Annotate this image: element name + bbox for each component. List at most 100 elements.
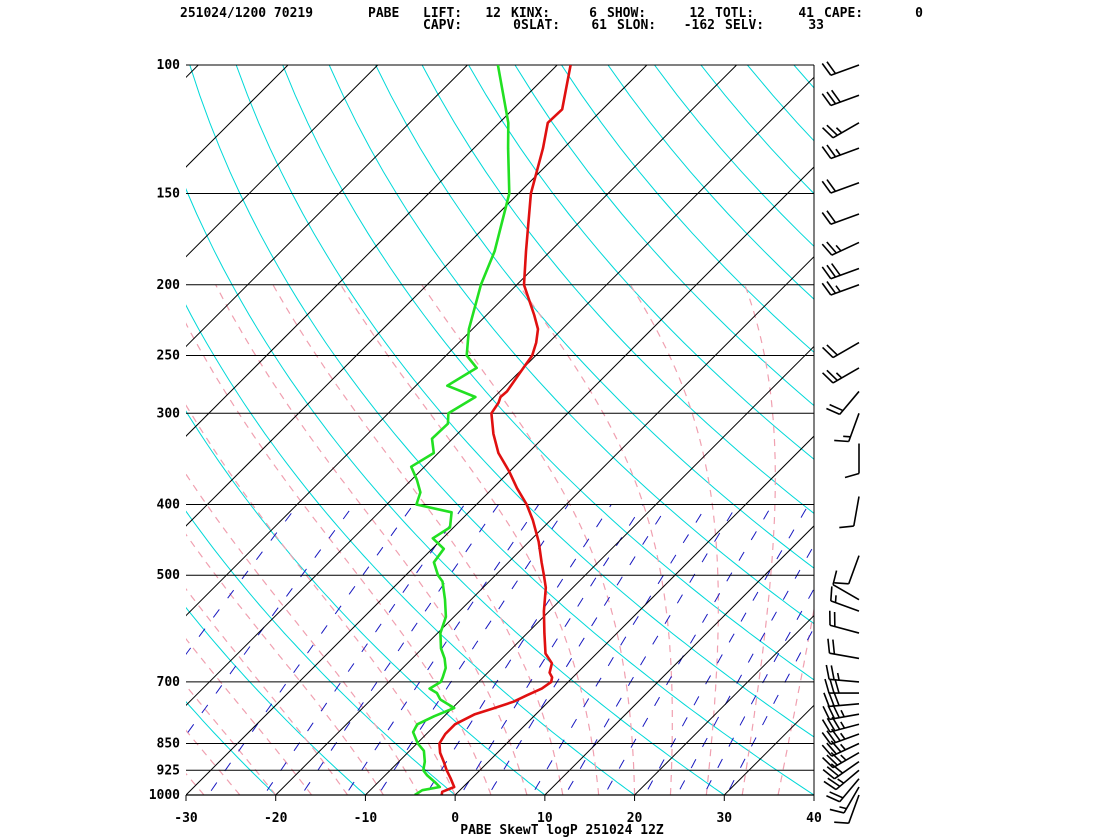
temperature-profile-line [438,65,572,795]
moist-adiabat-line [186,637,313,795]
wind-barb-feather [828,692,835,707]
wind-barb-feather [821,732,832,745]
wind-barb-feather [829,791,844,799]
wind-barb [821,241,860,256]
dry-adiabat-line [186,510,456,795]
isotherm-line [186,65,289,168]
wind-barb-shaft [832,583,860,601]
dry-adiabat-line [282,65,814,681]
totl-label: TOTL: [715,6,755,21]
wind-barb [821,728,860,746]
wind-barb-feather [821,180,832,194]
wind-barb-feather [822,705,831,720]
wind-barb-feather [829,403,844,412]
wind-barb-half-feather [835,285,841,293]
mixing-ratio-line [603,504,773,795]
wind-barb-feather [821,243,833,256]
wind-barb-feather [821,282,832,296]
x-tick-label: 0 [451,811,459,826]
wind-barb-feather [831,263,841,276]
moist-adiabat-line [421,284,636,795]
dry-adiabat-line [902,32,1120,811]
wind-barb-feather [826,717,836,732]
wind-barb [827,638,860,660]
mixing-ratio-line [676,544,814,795]
wind-barb-feather [830,751,843,764]
wind-barb [821,122,860,139]
wind-barb-half-feather [834,595,837,603]
isotherm-line [186,166,814,795]
isotherm-line [634,614,814,795]
dry-adiabat-line [856,32,1120,811]
moist-adiabat-line [518,284,673,795]
x-axis-label: PABE SkewT logP 251024 12Z [460,823,664,838]
header-line-2: CAPV: 0 SLAT: 61 SLON: -162 SELV: 33 [180,18,923,33]
wind-barb [821,179,860,194]
wind-barb-feather [826,210,837,224]
mixing-ratio-line [300,504,500,795]
wind-barb-feather [834,439,849,443]
isotherm-line [186,65,737,617]
capv-label: CAPV: [423,18,463,33]
dry-adiabat-line [186,701,277,795]
wind-barb-feather [826,281,837,294]
wind-barb [822,704,860,721]
wind-barb-feather [821,719,831,733]
datetime-station-id: 251024/1200 70219 [180,6,314,21]
isotherm-line [186,65,379,258]
wind-barb-shaft [847,555,860,585]
x-tick-label: -10 [354,811,378,826]
mixing-ratio-line [564,504,738,795]
pressure-tick-label: 300 [157,406,181,421]
totl-value: 41 [798,6,814,21]
wind-barb-feather [827,705,836,719]
wind-barb-feather [826,264,837,278]
wind-barb-feather [844,472,860,479]
wind-barb-feather [830,665,835,680]
slon-label: SLON: [617,18,657,33]
dry-adiabat-line [186,606,367,795]
wind-barb-feather [834,581,849,585]
pressure-tick-label: 1000 [149,788,180,803]
wind-barb-feather [823,692,830,707]
sounding-header: 251024/1200 70219 PABE LIFT: 12 KINX: 6 … [180,6,923,33]
wind-barb-feather [826,407,841,416]
selv-value: 33 [808,18,824,33]
dry-adiabat-line [793,65,814,89]
moist-adiabat-line [215,284,528,795]
wind-barb-feather [832,570,838,585]
moist-adiabat-line [340,284,600,795]
wind-barb-half-feather [839,806,847,810]
wind-barb [821,61,860,77]
pressure-tick-label: 925 [157,763,180,778]
dry-adiabat-line [186,187,726,795]
x-tick-label: -30 [174,811,198,826]
show-value: 12 [689,6,705,21]
wind-barb-feather [822,769,835,780]
wind-barb-feather [826,61,837,75]
pressure-tick-label: 850 [157,736,181,751]
isotherm-line [813,794,814,795]
dewpoint-profile-line [409,65,511,795]
wind-barb [828,610,860,634]
dry-adiabat-line [514,65,814,407]
dry-adiabat-line [468,65,814,460]
kinx-label: KINX: [511,6,551,21]
wind-barb-feather [823,780,837,791]
wind-barb-half-feather [839,732,846,740]
wind-barb [821,341,860,359]
wind-barb-feather [826,144,837,158]
wind-barb-feather [826,179,837,192]
isotherm-line [904,65,1120,795]
lift-label: LIFT: [423,6,463,21]
wind-barb-feather [824,678,830,694]
wind-barb [830,586,860,612]
isotherm-line [186,65,558,437]
wind-barb-half-feather [840,709,845,718]
wind-barb [824,678,859,694]
wind-barb-shaft [847,794,860,824]
wind-barb [821,751,860,769]
isotherm-line [0,65,109,795]
wind-barb-feather [826,795,841,803]
wind-barb-feather [821,372,834,384]
